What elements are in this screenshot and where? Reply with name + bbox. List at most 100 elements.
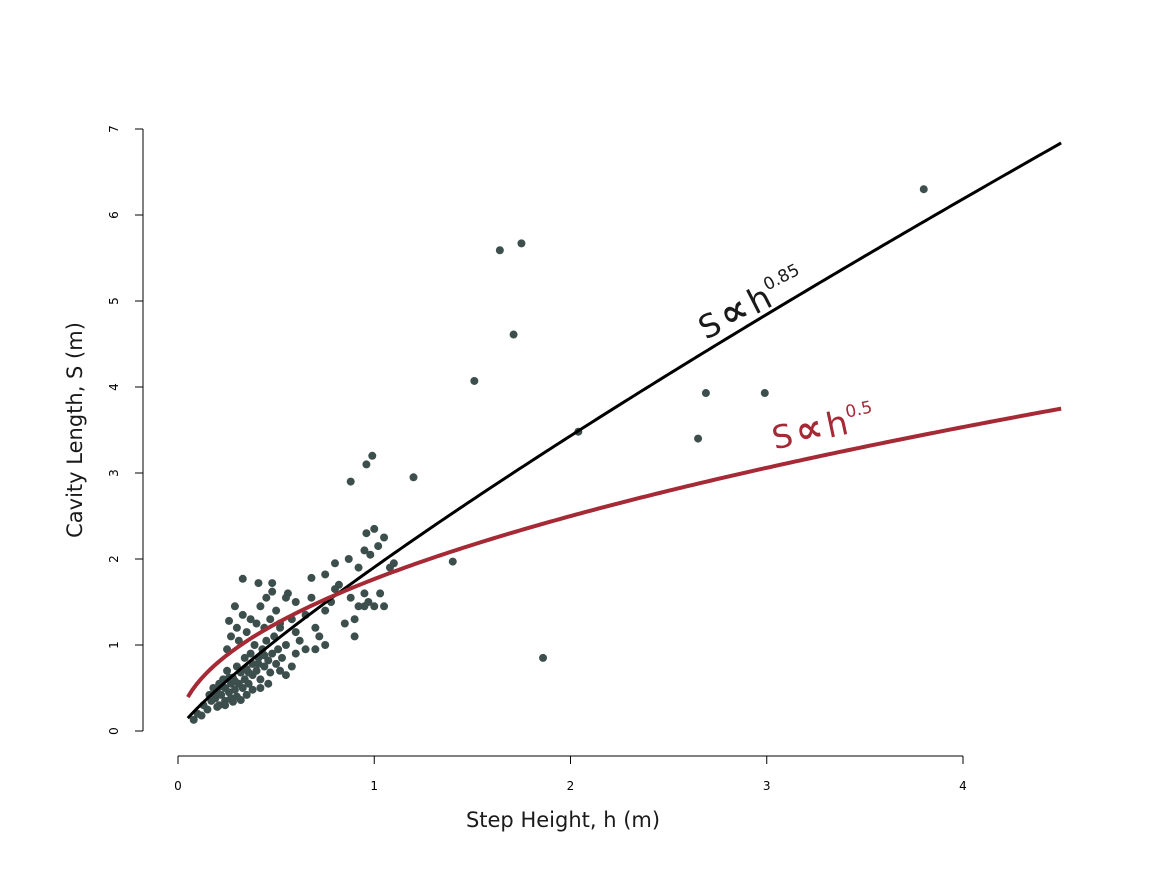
data-point	[230, 602, 239, 611]
data-point	[321, 570, 330, 579]
data-point	[262, 636, 271, 645]
data-point	[331, 559, 339, 568]
data-point	[360, 602, 369, 611]
data-point	[252, 619, 261, 628]
data-point	[221, 701, 230, 710]
x-tick-label: 3	[763, 779, 771, 793]
data-point	[370, 524, 379, 533]
data-point	[380, 533, 389, 542]
data-point	[262, 593, 271, 602]
data-point	[321, 641, 330, 649]
data-point	[246, 649, 255, 658]
data-point	[354, 602, 363, 611]
data-point	[362, 460, 371, 469]
data-point	[370, 602, 379, 611]
data-point	[238, 574, 247, 583]
data-point	[311, 623, 320, 632]
data-point	[276, 666, 285, 675]
data-point	[291, 649, 300, 658]
data-point	[350, 632, 359, 641]
data-point	[242, 628, 251, 637]
data-point	[252, 666, 261, 675]
data-point	[389, 559, 398, 568]
data-point	[260, 651, 269, 660]
data-point	[244, 668, 253, 677]
data-point	[360, 589, 369, 598]
data-point	[248, 685, 257, 694]
data-point	[197, 711, 206, 720]
data-point	[256, 675, 265, 684]
data-point	[509, 330, 518, 339]
data-point	[368, 451, 377, 460]
data-point	[236, 696, 245, 705]
data-point	[374, 542, 383, 551]
data-point	[291, 628, 300, 637]
data-point	[307, 593, 316, 602]
data-point	[254, 659, 263, 668]
data-point	[350, 615, 359, 624]
axes: 0 1 2 3 4 0 1 2 3 4 5 6 7	[107, 125, 967, 793]
x-axis-title: Step Height, h (m)	[466, 808, 660, 832]
data-point	[272, 659, 281, 668]
data-point	[228, 697, 237, 706]
y-tick-label: 6	[107, 211, 121, 219]
data-point	[238, 684, 247, 692]
data-point	[281, 671, 290, 680]
data-point	[354, 563, 363, 572]
data-point	[919, 185, 928, 194]
data-point	[250, 641, 259, 649]
x-tick-label: 1	[370, 779, 378, 793]
data-point	[694, 434, 703, 443]
data-point	[217, 690, 226, 699]
data-point	[362, 529, 371, 538]
data-point	[344, 555, 353, 563]
data-point	[315, 632, 324, 641]
fit-line-085	[186, 141, 1062, 720]
data-point	[268, 579, 277, 588]
data-point	[311, 645, 320, 654]
data-point	[264, 679, 273, 688]
data-point	[366, 550, 375, 559]
data-point	[448, 557, 457, 566]
data-point	[281, 641, 290, 649]
data-points	[189, 185, 928, 724]
data-point	[268, 649, 277, 658]
data-point	[295, 636, 304, 645]
x-tick-label: 4	[959, 779, 967, 793]
data-point	[272, 606, 281, 615]
formula-annotation: S∝h0.85	[690, 257, 812, 348]
x-tick-label: 2	[567, 779, 575, 793]
data-point	[226, 632, 235, 641]
data-point	[495, 246, 504, 255]
data-point	[278, 653, 287, 662]
x-tick-label: 0	[174, 779, 182, 793]
data-point	[760, 389, 769, 398]
data-point	[268, 587, 277, 596]
y-tick-label: 7	[107, 125, 121, 133]
data-point	[291, 598, 300, 606]
data-point	[376, 589, 385, 598]
data-point	[213, 702, 222, 711]
data-point	[223, 666, 232, 675]
data-point	[321, 606, 330, 615]
data-point	[307, 573, 316, 582]
data-point	[256, 684, 265, 692]
data-point	[266, 668, 275, 677]
data-point	[334, 580, 343, 589]
data-point	[232, 623, 241, 632]
data-point	[240, 653, 249, 662]
y-axis-title: Cavity Length, S (m)	[63, 322, 87, 538]
data-point	[287, 662, 296, 671]
data-point	[539, 653, 548, 662]
data-point	[256, 602, 265, 611]
data-point	[225, 616, 234, 625]
data-point	[238, 610, 247, 619]
fit-line-05	[186, 406, 1062, 699]
data-point	[244, 679, 253, 688]
data-point	[701, 389, 710, 398]
data-point	[283, 589, 292, 598]
data-point	[301, 645, 310, 654]
data-point	[266, 615, 275, 624]
y-tick-label: 2	[107, 555, 121, 563]
data-point	[409, 473, 418, 482]
